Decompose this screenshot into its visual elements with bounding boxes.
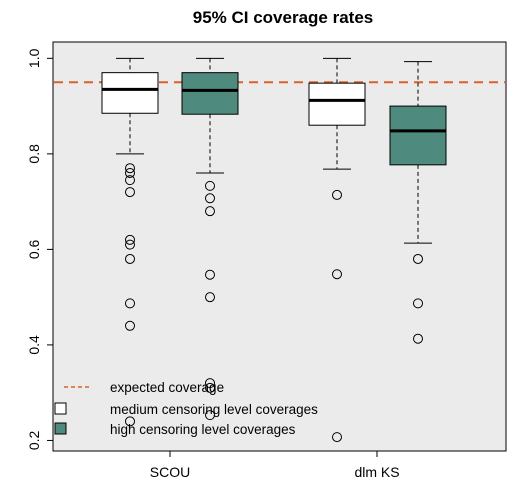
y-tick-label: 0.8	[26, 144, 42, 164]
legend-label: high censoring level coverages	[110, 422, 296, 437]
box-iqr	[308, 82, 366, 126]
outlier-point	[332, 269, 342, 280]
outlier-point	[413, 253, 423, 264]
outlier-point	[413, 333, 423, 344]
legend: expected coverage medium censoring level …	[54, 380, 318, 437]
legend-item: expected coverage	[64, 380, 224, 395]
outlier-point	[205, 206, 215, 217]
x-tick-label: dlm KS	[354, 464, 399, 480]
axes-layer: 0.2 0.4 0.6 0.8 1.0 SCOU dlm KS	[26, 48, 400, 480]
box-0-1	[308, 57, 366, 443]
box-0-0	[101, 57, 159, 427]
outlier-point	[332, 432, 342, 443]
legend-label: medium censoring level coverages	[110, 402, 318, 417]
outlier-point	[413, 298, 423, 309]
chart-title: 95% CI coverage rates	[193, 8, 374, 27]
y-tick-label: 0.6	[26, 239, 42, 259]
outlier-point	[125, 163, 135, 174]
outlier-point	[125, 239, 135, 250]
box-iqr	[181, 72, 239, 115]
y-tick-label: 0.4	[26, 335, 42, 355]
legend-box-swatch	[54, 402, 67, 415]
outlier-point	[125, 416, 135, 427]
box-iqr	[101, 72, 159, 114]
box-iqr	[389, 105, 447, 166]
outlier-point	[125, 187, 135, 198]
box-1-1	[389, 61, 447, 344]
x-tick-label: SCOU	[150, 464, 190, 480]
outlier-point	[205, 292, 215, 303]
outlier-point	[125, 253, 135, 264]
outlier-point	[125, 234, 135, 245]
outlier-point	[125, 175, 135, 186]
outlier-point	[205, 269, 215, 280]
outlier-point	[125, 320, 135, 331]
outlier-point	[125, 167, 135, 178]
outlier-point	[332, 189, 342, 200]
outlier-point	[205, 382, 215, 393]
y-tick-label: 0.2	[26, 431, 42, 451]
legend-label: expected coverage	[110, 380, 224, 395]
outlier-point	[205, 378, 215, 389]
legend-box-swatch	[54, 422, 67, 435]
y-tick-label: 1.0	[26, 48, 42, 68]
outlier-point	[205, 180, 215, 191]
box-1-0	[181, 57, 239, 421]
outlier-point	[125, 298, 135, 309]
outlier-point	[205, 193, 215, 204]
legend-item: high censoring level coverages	[54, 422, 296, 437]
boxes-layer	[101, 57, 447, 443]
outlier-point	[205, 410, 215, 421]
legend-item: medium censoring level coverages	[54, 402, 318, 417]
